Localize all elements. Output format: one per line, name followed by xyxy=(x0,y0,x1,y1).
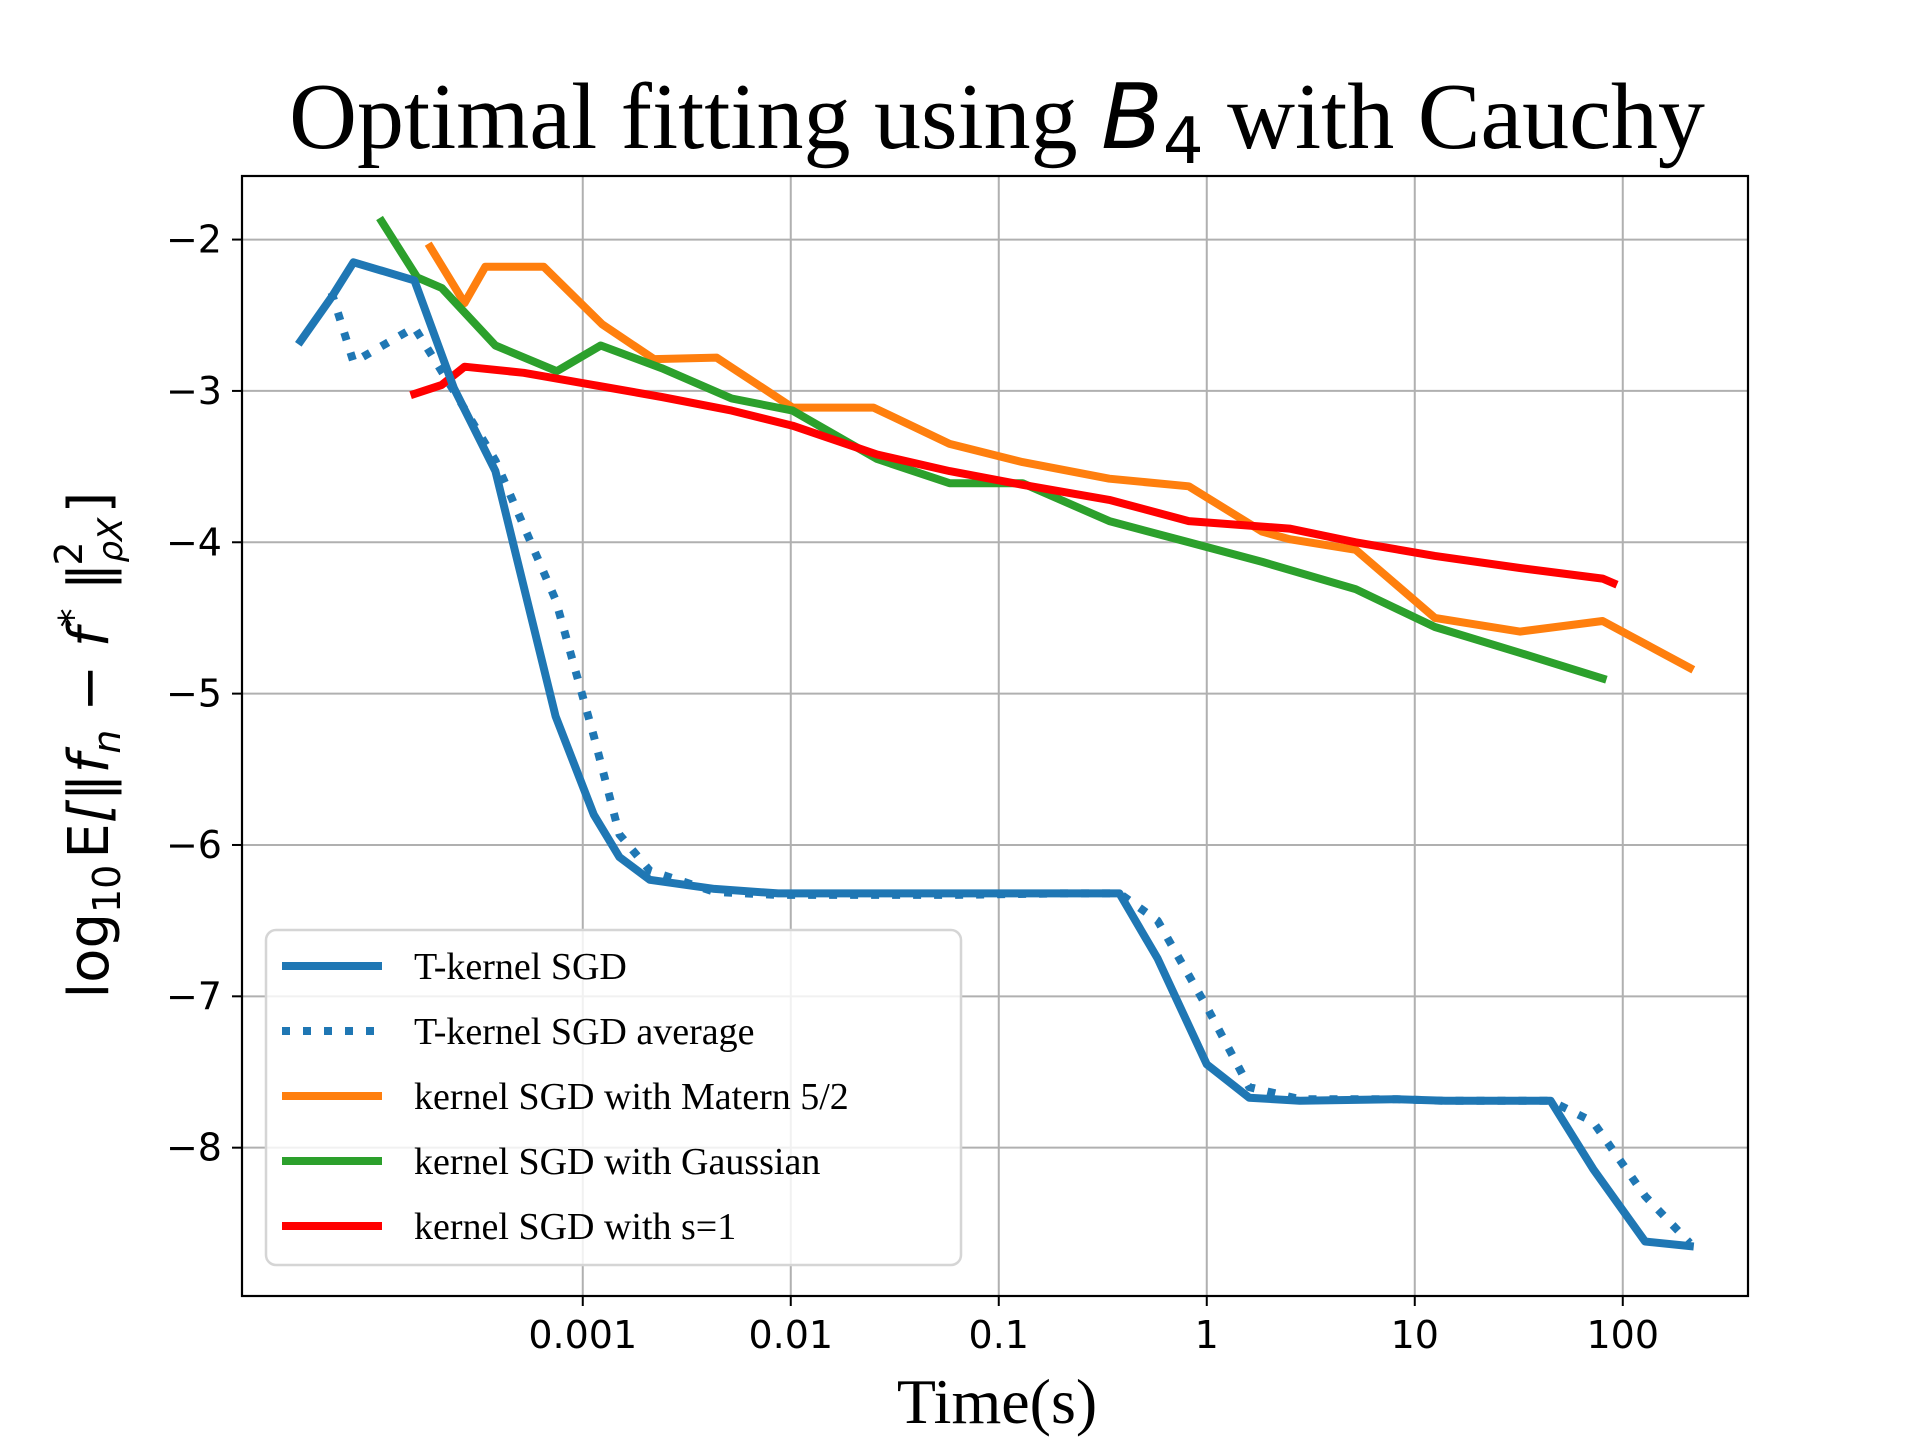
plot-area xyxy=(295,215,1696,1251)
y-label-close: ] xyxy=(57,492,122,514)
y-label-n-sub: n xyxy=(85,730,129,754)
x-tick-label: 1 xyxy=(1195,1313,1219,1357)
chart-title-suffix: with Cauchy xyxy=(1204,65,1705,169)
axes-frame xyxy=(240,174,1750,1298)
legend-box xyxy=(264,928,963,1267)
legend-label: kernel SGD with Gaussian xyxy=(414,1141,820,1183)
y-label-star-sup: * xyxy=(51,608,95,627)
x-tick-label: 100 xyxy=(1587,1313,1660,1357)
chart-title: Optimal fitting using B4 with Cauchy xyxy=(289,65,1705,179)
y-label-log-sub: 10 xyxy=(85,865,129,913)
y-tick-label: −2 xyxy=(166,218,222,262)
legend-label: T-kernel SGD average xyxy=(414,1011,754,1053)
series-line-4 xyxy=(376,215,1608,684)
series-line-3 xyxy=(424,241,1696,674)
x-tick-label: 0.01 xyxy=(748,1313,833,1357)
legend-label: kernel SGD with s=1 xyxy=(414,1206,736,1248)
chart-title-prefix: Optimal fitting using xyxy=(289,65,1101,169)
legend-label: kernel SGD with Matern 5/2 xyxy=(414,1076,849,1118)
chart-title-symbol: B xyxy=(1101,65,1163,170)
y-tick-label: −4 xyxy=(166,520,222,564)
x-tick-label: 10 xyxy=(1391,1313,1439,1357)
y-label-log: log xyxy=(57,913,122,998)
x-axis-ticks: 0.001 0.01 0.1 1 10 100 xyxy=(528,1296,1659,1357)
x-axis-label: Time(s) xyxy=(897,1366,1097,1437)
chart-title-subscript: 4 xyxy=(1163,105,1204,179)
y-label-body: [‖f xyxy=(57,746,122,823)
legend: T-kernel SGD T-kernel SGD average kernel S… xyxy=(264,928,963,1267)
x-tick-label: 0.1 xyxy=(969,1313,1029,1357)
series-line-1 xyxy=(295,258,1695,1251)
y-tick-label: −8 xyxy=(166,1126,222,1170)
x-tick-label: 0.001 xyxy=(528,1313,637,1357)
y-label-minus: − f xyxy=(57,620,122,730)
y-label-norm-close: ‖ xyxy=(57,563,122,609)
y-tick-label: −3 xyxy=(166,369,222,413)
y-tick-label: −7 xyxy=(166,974,222,1018)
y-label-rho-sub: ρX xyxy=(91,517,131,563)
y-label-expect: E xyxy=(57,823,122,858)
y-axis-label: log10 E[‖fn − f* ‖ρX2] xyxy=(47,492,131,999)
series-line-5 xyxy=(409,362,1619,589)
y-tick-label: −6 xyxy=(166,823,222,867)
y-tick-label: −5 xyxy=(166,672,222,716)
legend-label: T-kernel SGD xyxy=(414,946,627,988)
y-axis-ticks: −2 −3 −4 −5 −6 −7 −8 xyxy=(166,218,242,1170)
y-label-two-sup: 2 xyxy=(47,541,91,565)
